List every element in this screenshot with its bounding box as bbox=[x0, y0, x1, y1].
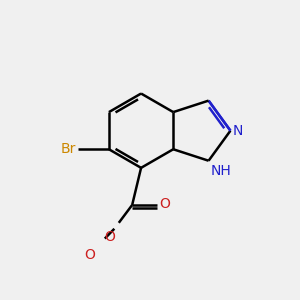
Text: O: O bbox=[104, 230, 115, 244]
Text: O: O bbox=[159, 197, 170, 212]
Text: N: N bbox=[233, 124, 243, 138]
Text: NH: NH bbox=[211, 164, 232, 178]
Text: O: O bbox=[84, 248, 95, 262]
Text: Br: Br bbox=[60, 142, 76, 156]
